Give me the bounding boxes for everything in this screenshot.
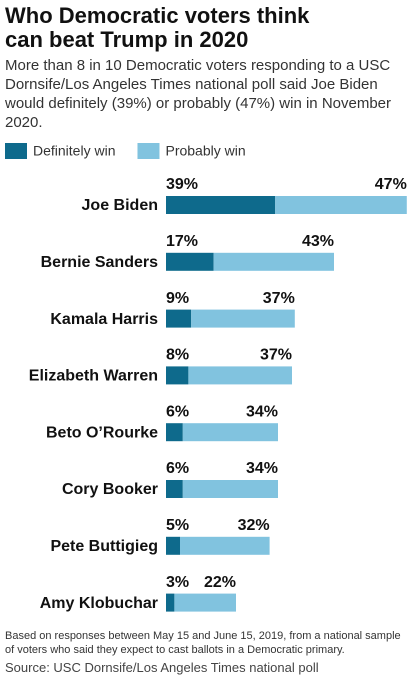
value-label: 47%: [375, 176, 407, 193]
bar-segment: [166, 366, 189, 385]
value-label: 39%: [166, 176, 198, 193]
bar-segment: [188, 366, 292, 385]
category-label: Beto O’Rourke: [46, 424, 158, 441]
chart-title: Who Democratic voters think can beat Tru…: [5, 3, 310, 52]
value-label: 43%: [302, 233, 334, 250]
bar-segment: [275, 196, 407, 214]
legend-label: Probably win: [165, 143, 245, 159]
bar-segment: [166, 252, 214, 271]
value-label: 6%: [166, 403, 189, 420]
value-label: 34%: [246, 460, 278, 477]
value-label: 32%: [238, 517, 270, 534]
value-label: 6%: [166, 460, 189, 477]
bar-segment: [213, 252, 334, 271]
value-label: 22%: [204, 574, 236, 591]
legend-label: Definitely win: [33, 143, 115, 159]
category-label: Amy Klobuchar: [40, 595, 158, 612]
value-label: 17%: [166, 233, 198, 250]
bar-segment: [166, 196, 276, 214]
value-label: 37%: [260, 347, 292, 364]
bar-segment: [191, 309, 295, 328]
bar-segment: [166, 536, 180, 555]
legend-swatch: [137, 143, 160, 159]
bar-segment: [180, 536, 270, 555]
value-label: 5%: [166, 517, 189, 534]
source: Source: USC Dornsife/Los Angeles Times n…: [5, 660, 319, 675]
bar-segment: [182, 480, 278, 498]
category-label: Joe Biden: [82, 197, 158, 214]
category-label: Bernie Sanders: [41, 254, 158, 271]
bar-segment: [166, 480, 183, 498]
category-label: Kamala Harris: [50, 311, 158, 328]
bar-segment: [174, 593, 236, 612]
bar-segment: [166, 593, 175, 612]
bar-segment: [166, 309, 192, 328]
value-label: 3%: [166, 574, 189, 591]
bar-segment: [182, 423, 278, 442]
value-label: 9%: [166, 290, 189, 307]
category-label: Pete Buttigieg: [50, 538, 158, 555]
value-label: 8%: [166, 347, 189, 364]
bar-segment: [166, 423, 183, 442]
category-label: Cory Booker: [62, 481, 158, 498]
chart-subtitle: More than 8 in 10 Democratic voters resp…: [5, 57, 392, 131]
value-label: 37%: [263, 290, 295, 307]
footnote: Based on responses between May 15 and Ju…: [5, 630, 401, 656]
legend-swatch: [5, 143, 27, 159]
category-label: Elizabeth Warren: [29, 368, 158, 385]
value-label: 34%: [246, 403, 278, 420]
